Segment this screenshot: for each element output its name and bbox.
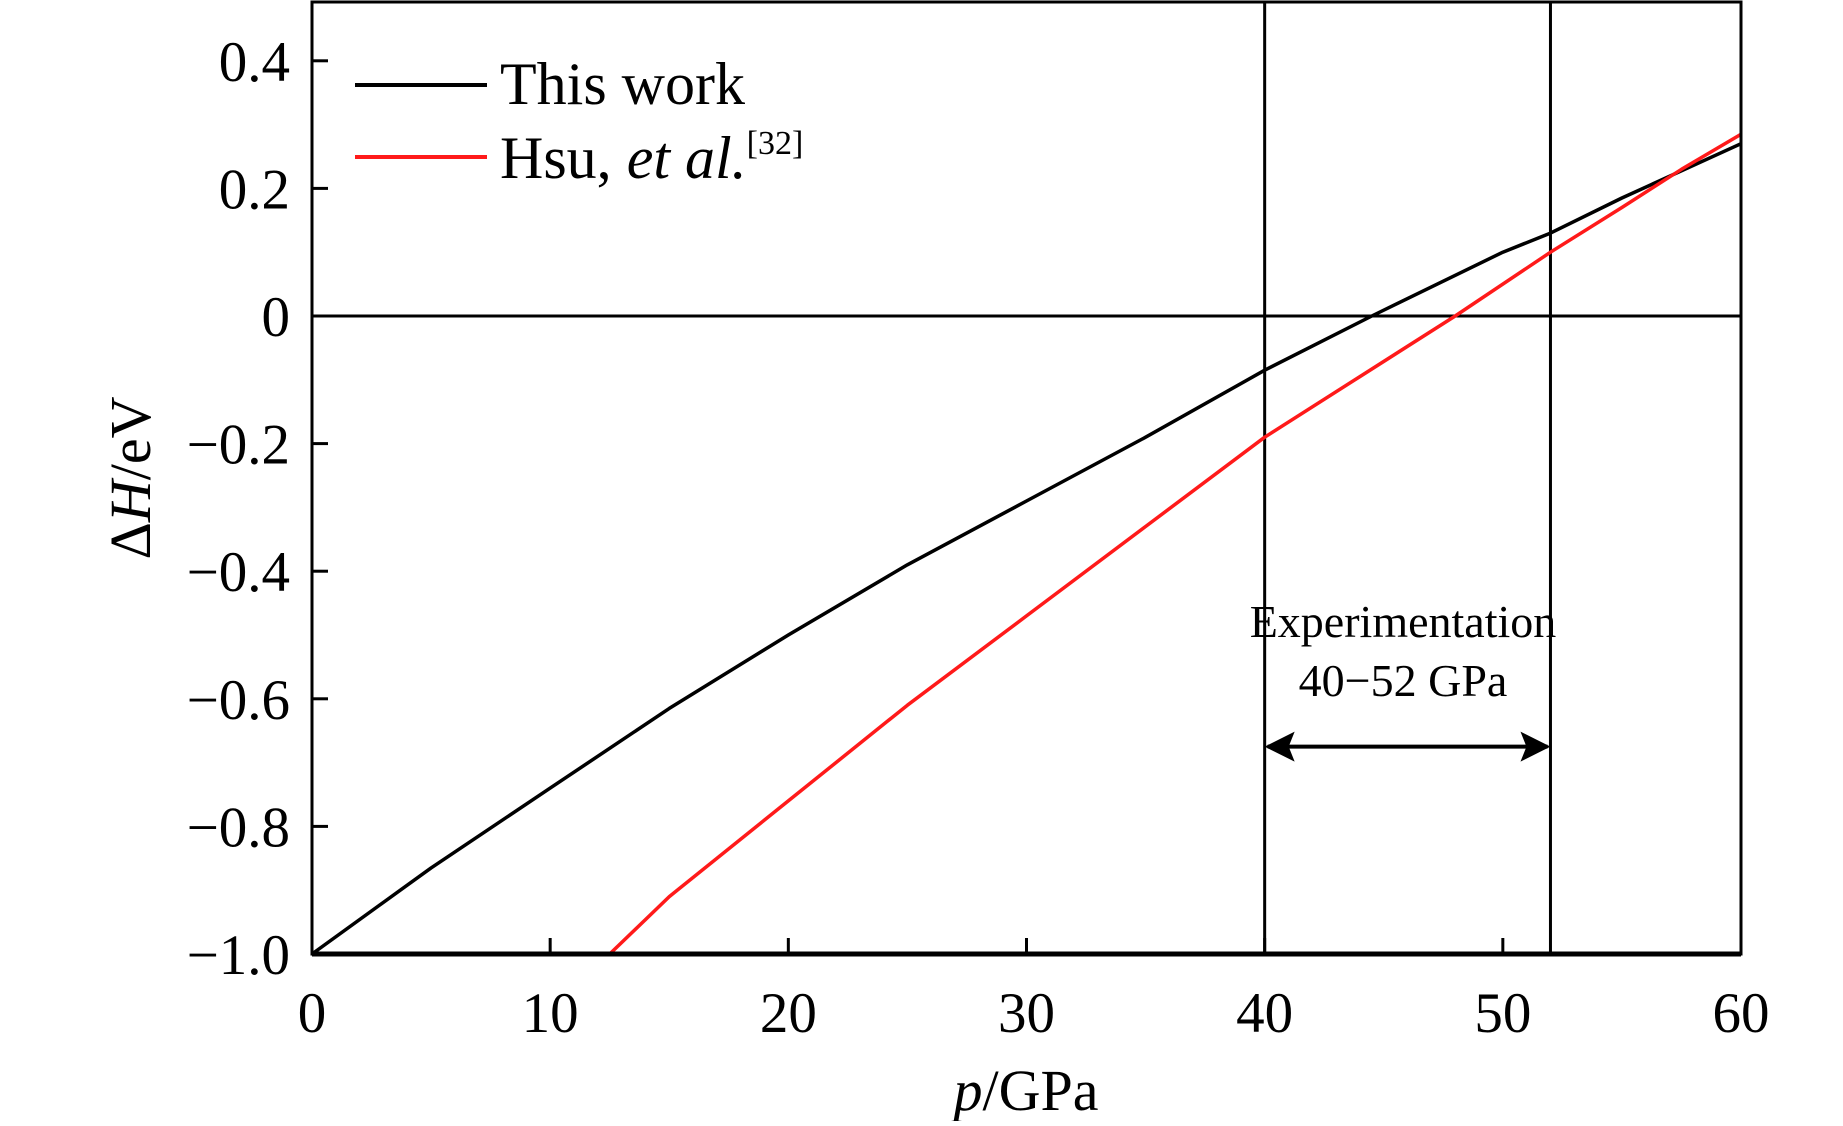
x-tick-label: 0 (298, 982, 327, 1045)
series-line-1 (608, 132, 1742, 956)
y-tick-label: 0 (262, 286, 291, 349)
y-tick-label: 0.4 (219, 31, 290, 94)
legend: This work Hsu, et al.[32] (355, 51, 803, 191)
x-tick-label: 20 (760, 982, 817, 1045)
annotation-line1: Experimentation (1250, 596, 1557, 647)
legend-label-this-work: This work (500, 51, 745, 117)
y-tick-label: −1.0 (187, 924, 290, 987)
y-tick-label: −0.4 (187, 541, 290, 604)
x-axis-label: p/GPa (950, 1058, 1099, 1121)
x-tick-label: 60 (1713, 982, 1770, 1045)
y-tick-label: 0.2 (219, 158, 290, 221)
x-tick-label: 40 (1236, 982, 1293, 1045)
y-tick-label: −0.2 (187, 414, 290, 477)
x-tick-label: 30 (998, 982, 1055, 1045)
x-tick-label: 50 (1474, 982, 1531, 1045)
y-tick-label: −0.8 (187, 796, 290, 859)
y-axis-label: ΔH/eV (98, 396, 163, 559)
series-line-0 (310, 142, 1742, 956)
y-tick-label: −0.6 (187, 669, 290, 732)
experiment-annotation: Experimentation 40−52 GPa (1250, 596, 1557, 762)
annotation-line2: 40−52 GPa (1299, 655, 1508, 706)
legend-label-hsu: Hsu, et al.[32] (500, 125, 803, 191)
x-tick-label: 10 (522, 982, 579, 1045)
